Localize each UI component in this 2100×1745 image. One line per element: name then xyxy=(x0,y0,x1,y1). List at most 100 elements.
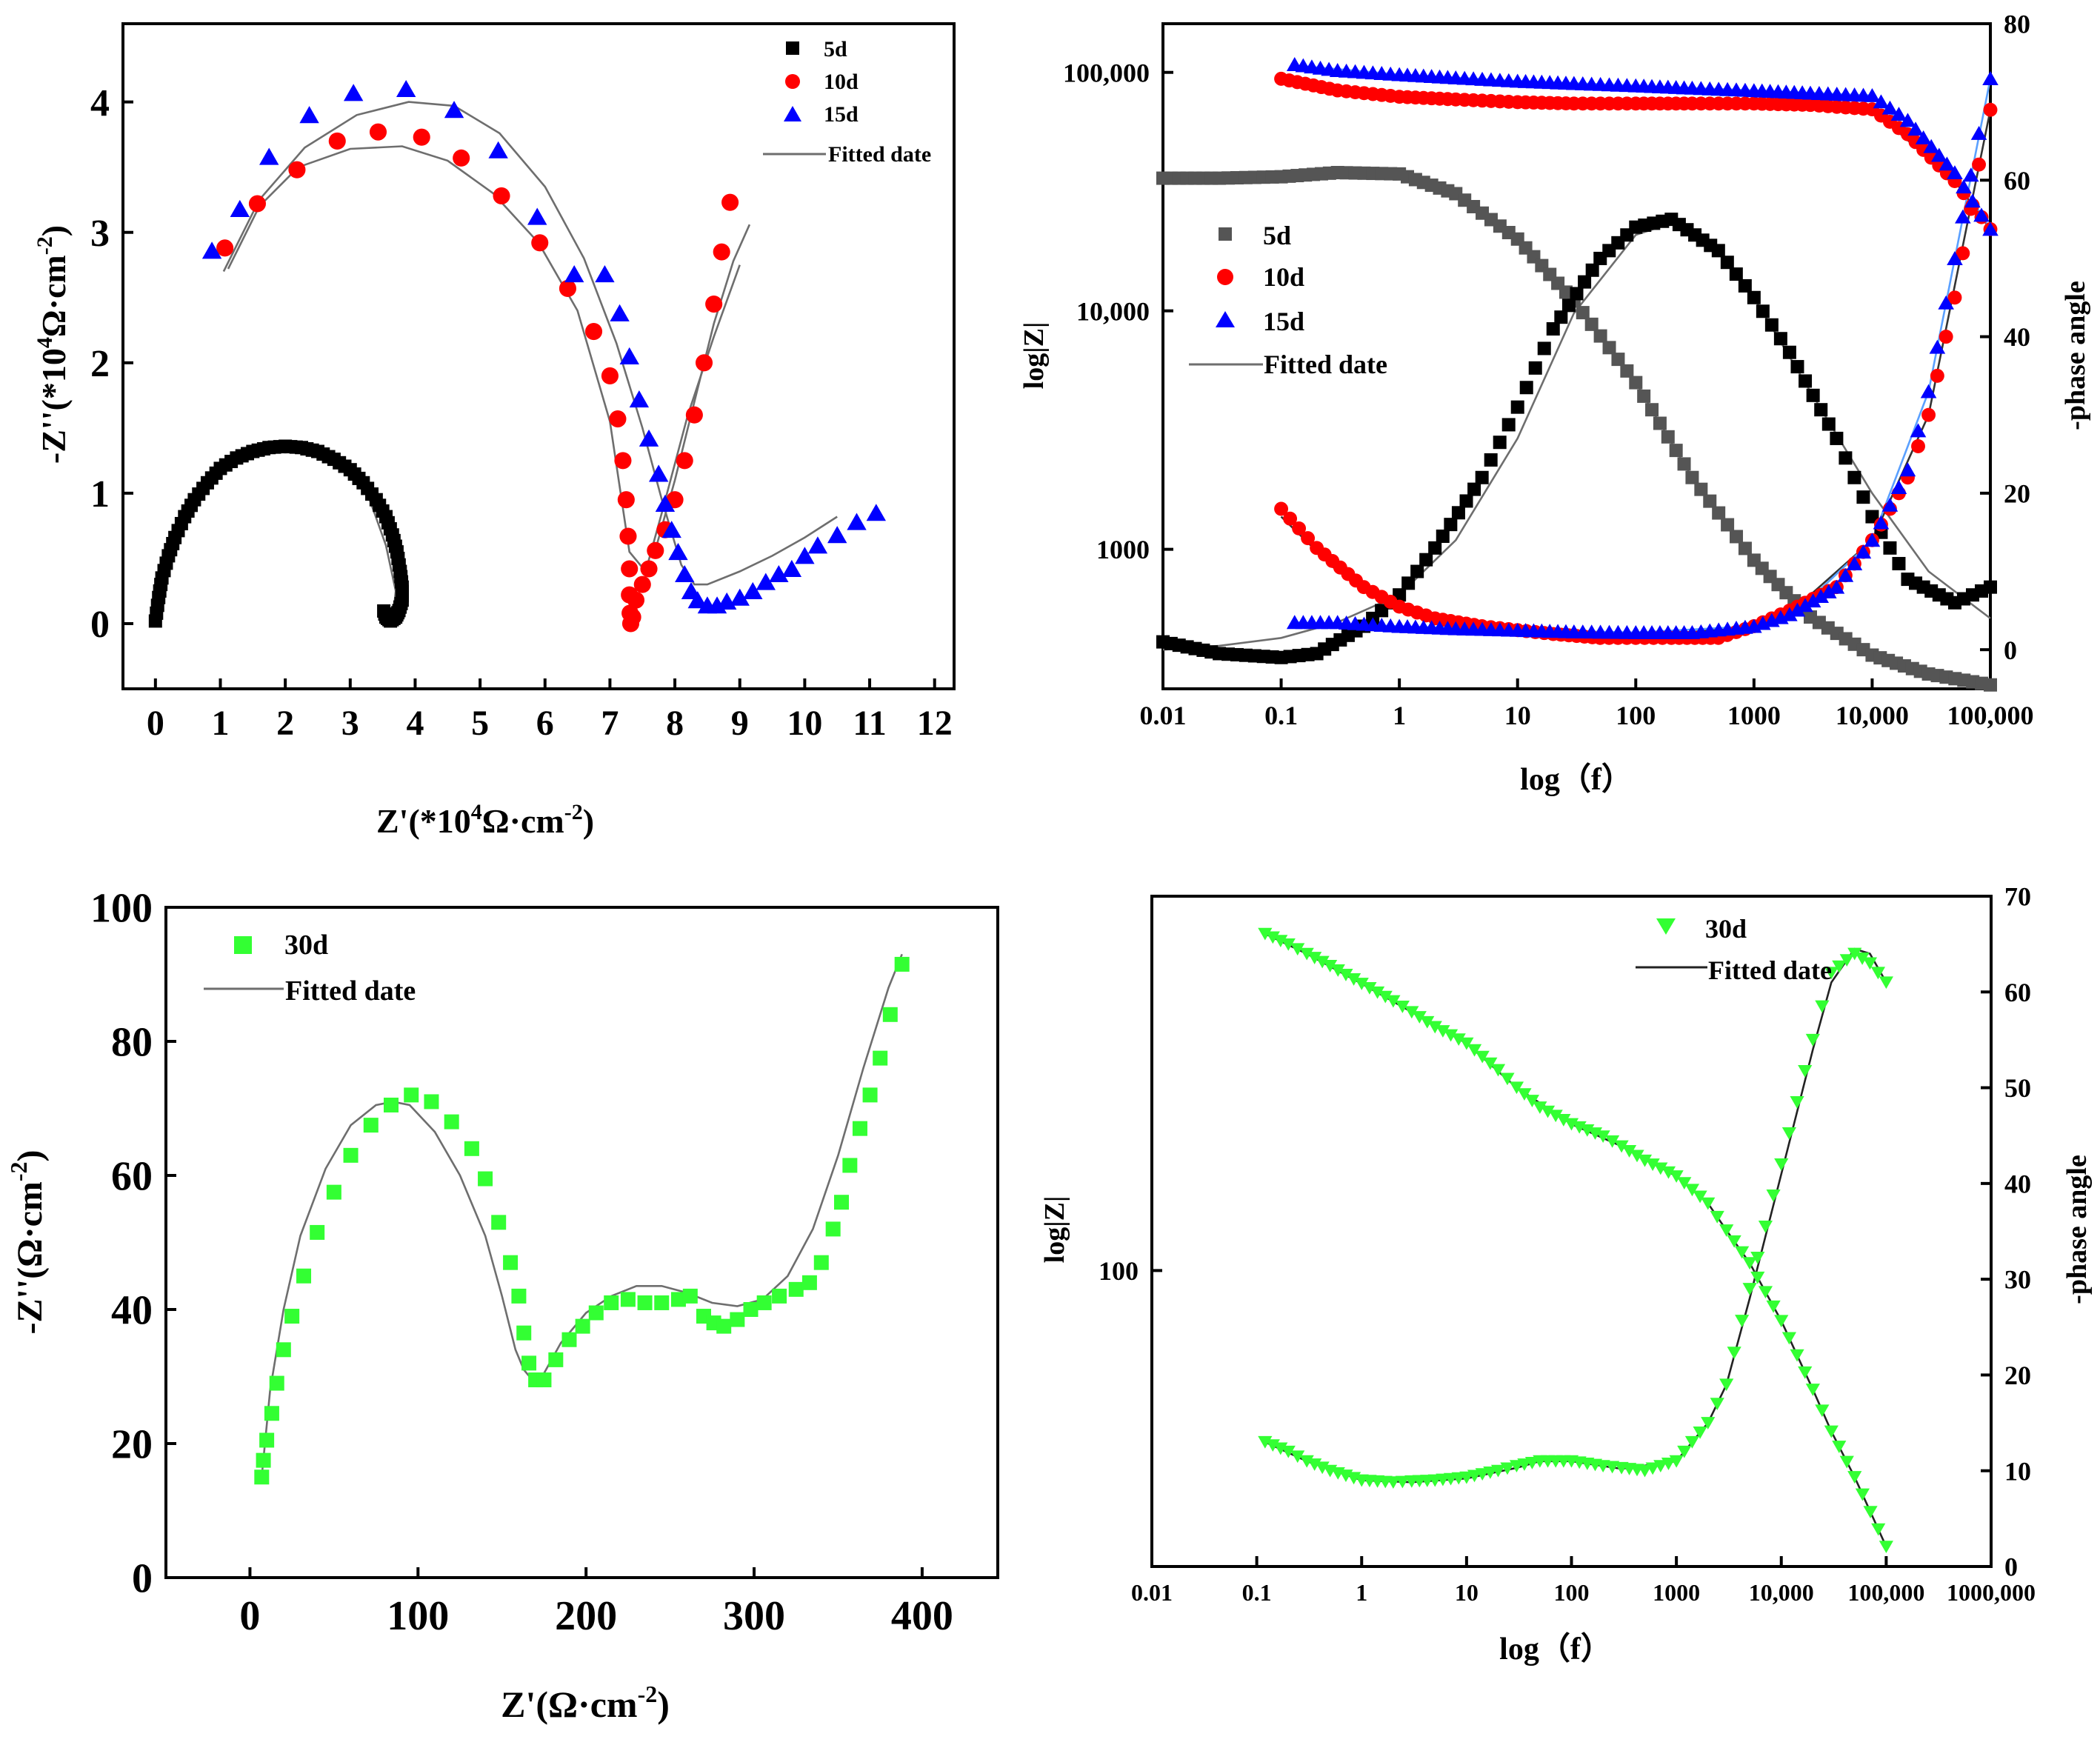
data-point-10d xyxy=(627,591,645,609)
data-point-30d phase xyxy=(1653,1460,1668,1473)
data-point-15d |Z| xyxy=(1915,130,1932,144)
data-point-30d phase xyxy=(1684,1435,1700,1449)
data-point-5d |Z| xyxy=(1712,506,1726,520)
data-point-30d |Z| xyxy=(1727,1235,1741,1248)
data-point-5d phase xyxy=(1585,263,1599,277)
data-point-5d |Z| xyxy=(1620,364,1634,378)
data-point-30d xyxy=(478,1171,493,1187)
data-point-10d xyxy=(647,541,664,559)
x-axis-b-tick-label: 100 xyxy=(1616,701,1656,730)
data-point-5d |Z| xyxy=(1584,317,1599,331)
data-point-15d |Z| xyxy=(1873,94,1890,109)
y-axis-title-a: -Z''(*104Ω·cm-2) xyxy=(33,225,73,464)
plot-frame-c xyxy=(164,906,999,1579)
data-point-15d xyxy=(781,559,802,578)
data-point-30d xyxy=(548,1352,564,1367)
x-axis-a-tick-label: 9 xyxy=(731,704,749,743)
fit-line xyxy=(222,101,838,586)
data-point-10d xyxy=(695,354,713,372)
data-point-5d phase xyxy=(1554,310,1568,324)
data-point-30d xyxy=(264,1406,279,1421)
data-point-30d |Z| xyxy=(1605,1135,1620,1148)
legend-label-fitted: Fitted date xyxy=(828,142,931,167)
data-point-30d xyxy=(464,1141,479,1156)
data-point-10d phase xyxy=(1274,501,1289,516)
data-point-5d phase xyxy=(1821,417,1836,431)
data-point-30d phase xyxy=(1781,1127,1797,1140)
data-point-30d |Z| xyxy=(1847,1471,1862,1484)
data-point-5d |Z| xyxy=(1637,389,1651,403)
data-point-30d |Z| xyxy=(1378,990,1393,1004)
data-point-5d phase xyxy=(1806,388,1820,402)
data-point-30d phase xyxy=(1677,1445,1692,1458)
data-point-5d phase xyxy=(1892,556,1906,570)
data-point-30d xyxy=(743,1302,759,1317)
data-point-10d xyxy=(559,279,576,297)
x-axis-a-tick-label: 3 xyxy=(341,704,359,743)
data-point-5d phase xyxy=(1799,374,1813,388)
data-point-30d phase xyxy=(1758,1221,1773,1233)
data-point-30d |Z| xyxy=(1436,1025,1450,1038)
data-point-10d xyxy=(666,491,684,509)
data-point-30d xyxy=(521,1355,537,1371)
data-point-30d phase xyxy=(1645,1462,1660,1475)
data-point-30d phase xyxy=(1727,1347,1741,1360)
fit-line xyxy=(1264,932,1887,1547)
x-axis-a-tick-label: 10 xyxy=(787,704,822,743)
panel-bode-5d-10d-15d: 0.01 0.1 1 10 100 1000 10,000 100,000 1000 10,000… xyxy=(1019,10,2091,797)
x-axis-d-tick-label: 0.01 xyxy=(1131,1579,1173,1606)
data-point-15d phase xyxy=(1970,126,1987,140)
data-point-5d |Z| xyxy=(1661,430,1675,444)
data-point-10d phase xyxy=(1283,511,1298,526)
data-point-5d phase xyxy=(1578,275,1592,289)
x-axis-d-tick-label: 100 xyxy=(1554,1579,1590,1606)
data-point-30d phase xyxy=(1766,1190,1781,1202)
data-point-30d xyxy=(269,1375,284,1391)
data-point-30d |Z| xyxy=(1863,1506,1878,1519)
data-point-15d phase xyxy=(1846,556,1863,570)
legend-b: 5d 10d 15d Fitted date xyxy=(1189,221,1387,379)
data-point-10d phase xyxy=(1911,439,1925,453)
y-axis-left-d-tick-label: 100 xyxy=(1099,1256,1139,1286)
data-point-30d |Z| xyxy=(1637,1154,1653,1167)
legend-marker-15d xyxy=(784,106,801,121)
data-point-10d xyxy=(216,239,234,257)
data-point-30d |Z| xyxy=(1630,1150,1644,1163)
data-point-30d |Z| xyxy=(1315,955,1330,969)
y-axis-right-d-tick-label: 0 xyxy=(2004,1552,2018,1582)
data-point-30d |Z| xyxy=(1669,1170,1684,1183)
data-point-5d xyxy=(377,604,391,618)
x-axis-c-tick-label: 400 xyxy=(891,1593,953,1639)
data-point-30d |Z| xyxy=(1879,1541,1893,1554)
data-point-10d xyxy=(685,406,703,424)
data-point-15d phase xyxy=(1828,579,1845,594)
data-point-5d phase xyxy=(1865,510,1879,524)
x-axis-b-tick-label: 10,000 xyxy=(1836,701,1909,730)
data-point-5d phase xyxy=(1537,341,1551,356)
panel-bode-30d: 0.01 0.1 1 10 100 1000 10,000 100,000 1000,00010… xyxy=(1039,882,2093,1666)
data-point-30d phase xyxy=(1832,960,1847,973)
data-point-15d phase xyxy=(1837,567,1854,582)
y-axis-a-tick-label: 3 xyxy=(90,213,110,255)
data-point-15d xyxy=(610,304,630,321)
data-point-5d phase xyxy=(1883,541,1897,555)
data-point-30d |Z| xyxy=(1265,931,1280,944)
y-axis-right-d-tick-label: 30 xyxy=(2004,1265,2031,1295)
data-point-30d |Z| xyxy=(1307,952,1322,964)
data-point-10d phase xyxy=(1301,531,1316,546)
data-point-5d phase xyxy=(1782,345,1796,359)
legend-label-10d: 10d xyxy=(824,70,859,94)
data-point-30d |Z| xyxy=(1509,1081,1524,1095)
data-point-30d xyxy=(654,1295,670,1310)
data-point-30d phase xyxy=(1281,1445,1296,1458)
data-point-30d phase xyxy=(1750,1252,1765,1264)
data-point-5d phase xyxy=(1847,470,1861,484)
data-point-30d |Z| xyxy=(1404,1006,1419,1019)
data-point-30d |Z| xyxy=(1661,1166,1676,1179)
x-axis-a-tick-label: 7 xyxy=(601,704,619,743)
data-point-10d xyxy=(413,128,430,146)
data-point-30d |Z| xyxy=(1427,1021,1442,1034)
